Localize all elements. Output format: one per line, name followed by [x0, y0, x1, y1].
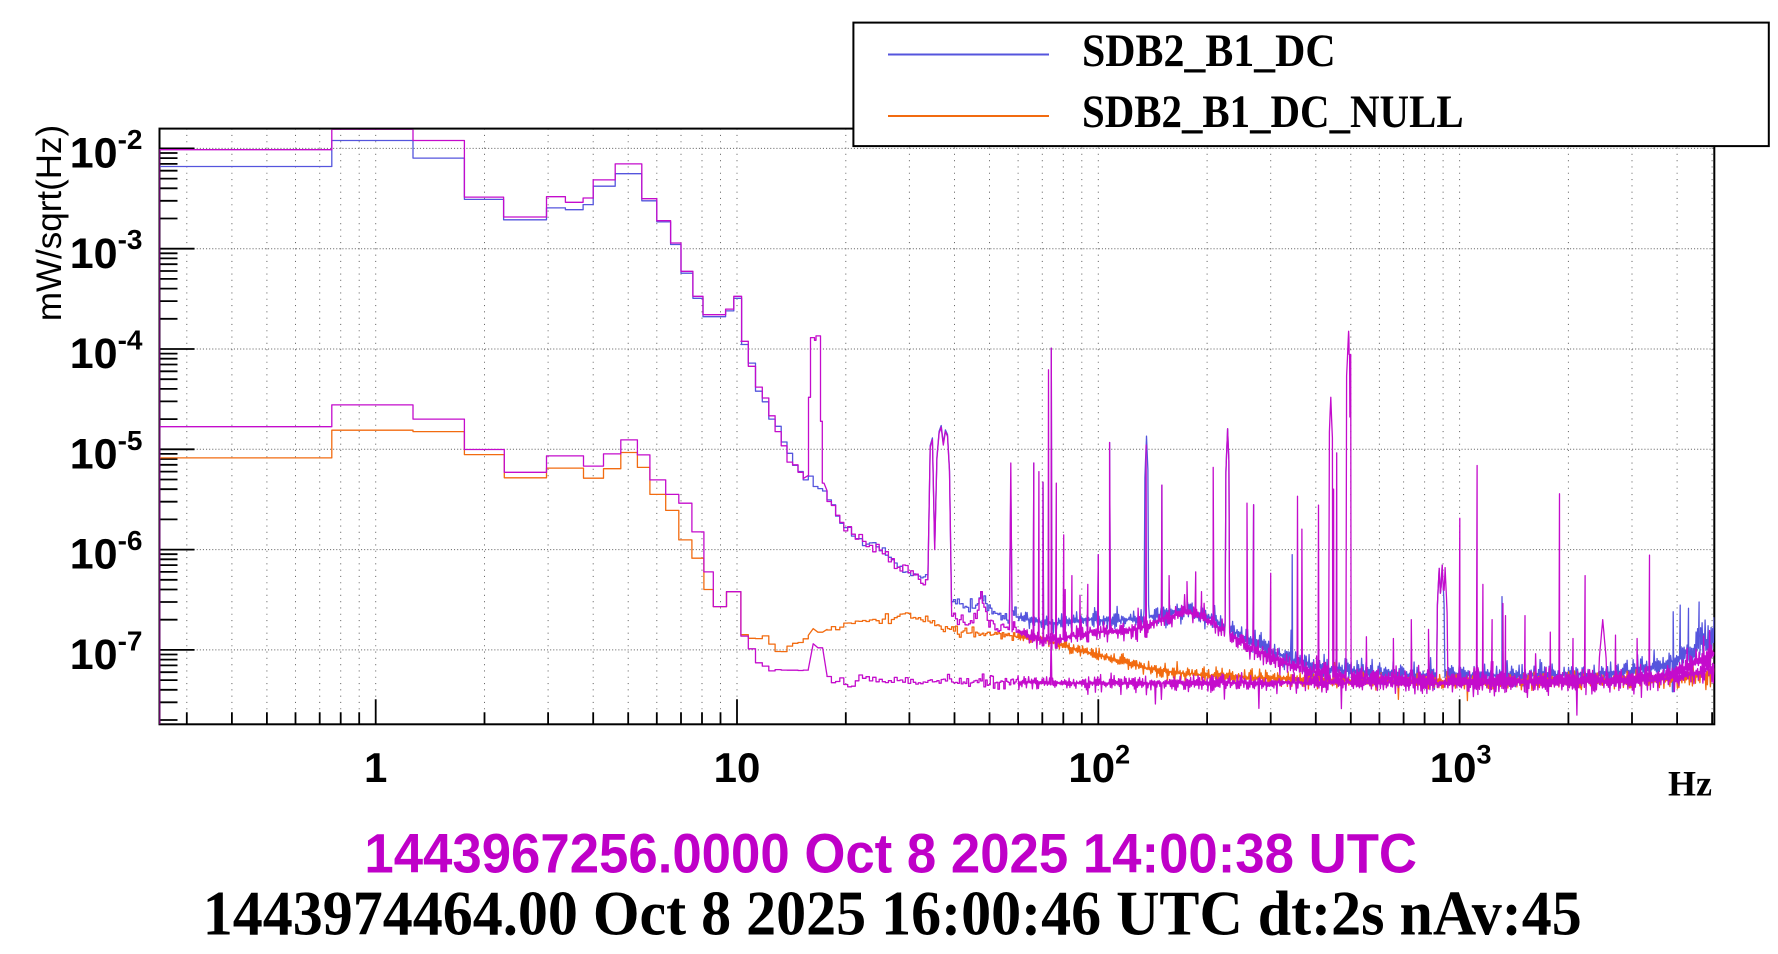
svg-text:10-2: 10-2 — [70, 124, 143, 178]
svg-text:1: 1 — [364, 744, 387, 791]
svg-text:10-5: 10-5 — [70, 425, 143, 479]
svg-text:102: 102 — [1068, 739, 1130, 791]
svg-text:1443967256.0000 Oct 8 2025 14:: 1443967256.0000 Oct 8 2025 14:00:38 UTC — [364, 821, 1417, 884]
svg-text:SDB2_B1_DC_NULL: SDB2_B1_DC_NULL — [1082, 86, 1464, 138]
svg-text:103: 103 — [1430, 739, 1492, 791]
svg-text:SDB2_B1_DC: SDB2_B1_DC — [1082, 25, 1336, 77]
svg-text:10-4: 10-4 — [70, 325, 143, 379]
svg-text:10-3: 10-3 — [70, 224, 143, 278]
svg-text:10-7: 10-7 — [70, 625, 143, 679]
svg-text:10: 10 — [714, 744, 761, 791]
svg-text:10-6: 10-6 — [70, 525, 143, 579]
svg-text:1443974464.00 Oct 8 2025 16:00: 1443974464.00 Oct 8 2025 16:00:46 UTC dt… — [203, 877, 1582, 948]
svg-text:Hz: Hz — [1668, 764, 1712, 804]
svg-text:mW/sqrt(Hz): mW/sqrt(Hz) — [30, 125, 69, 321]
